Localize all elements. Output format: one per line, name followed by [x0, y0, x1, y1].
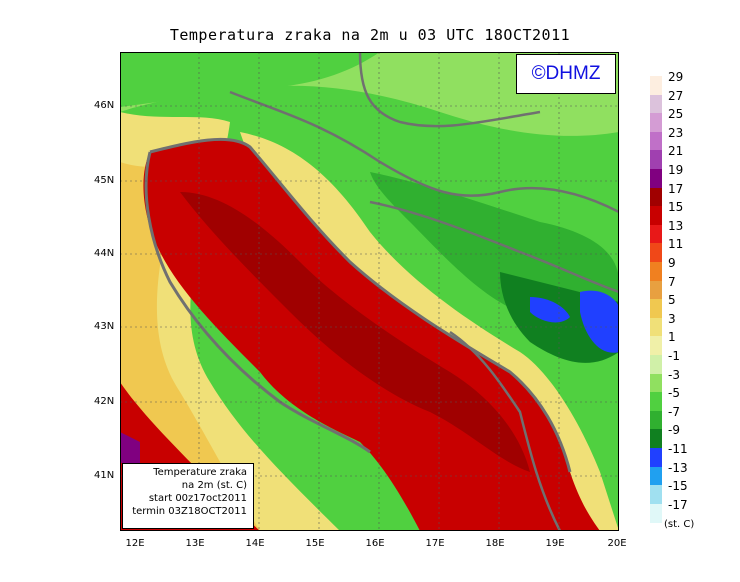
colorbar-cell: [650, 503, 662, 523]
colorbar-cell: [650, 280, 662, 300]
legend-line-4: termin 03Z18OCT2011: [132, 506, 247, 517]
lat-label-42n: 42N: [94, 396, 115, 407]
lat-label-44n: 44N: [94, 248, 115, 259]
colorbar-cell: [650, 392, 662, 412]
colorbar-tick-label: 9: [668, 256, 676, 270]
logo-text: ©DHMZ: [531, 63, 601, 84]
cold-spot-1: [530, 297, 570, 323]
map-title: Temperatura zraka na 2m u 03 UTC 18OCT20…: [169, 26, 571, 44]
colorbar-cell: [650, 373, 662, 393]
colorbar-tick-label: -17: [668, 497, 688, 512]
colorbar-unit: (st. C): [664, 519, 695, 530]
colorbar-cell: [650, 299, 662, 319]
colorbar-tick-label: 27: [668, 88, 684, 103]
colorbar-cell: [650, 76, 662, 96]
colorbar-tick-label: 19: [668, 163, 684, 177]
colorbar-tick-label: 29: [668, 70, 684, 84]
legend-line-2: na 2m (st. C): [181, 480, 247, 491]
colorbar-cell: [650, 466, 662, 486]
colorbar-tick-label: -3: [668, 367, 680, 382]
lat-label-45n: 45N: [94, 175, 115, 186]
colorbar-tick-label: 23: [668, 125, 684, 140]
legend-box: Temperature zraka na 2m (st. C) start 00…: [122, 463, 254, 529]
colorbar-cell: [650, 336, 662, 356]
colorbar-tick-label: 21: [668, 144, 684, 159]
legend-line-3: start 00z17oct2011: [148, 493, 247, 504]
colorbar-cell: [650, 150, 662, 170]
colorbar-tick-label: -13: [668, 460, 688, 475]
colorbar-tick-label: 13: [668, 218, 684, 233]
colorbar-tick-label: -5: [668, 386, 680, 401]
colorbar-tick-label: 1: [668, 330, 676, 345]
lon-label-20e: 20E: [607, 538, 627, 549]
colorbar-cell: [650, 410, 662, 430]
lon-label-15e: 15E: [305, 538, 325, 549]
colorbar-cell: [650, 94, 662, 114]
colorbar-cell: [650, 262, 662, 282]
colorbar-tick-label: -9: [668, 423, 680, 438]
dhmz-logo: ©DHMZ: [516, 54, 616, 94]
colorbar-tick-label: 17: [668, 181, 684, 196]
colorbar-cell: [650, 206, 662, 226]
lat-label-46n: 46N: [94, 100, 115, 111]
colorbar-tick-label: 7: [668, 274, 676, 289]
legend-line-1: Temperature zraka: [153, 467, 247, 478]
lon-label-19e: 19E: [545, 538, 565, 549]
colorbar-cell: [650, 187, 662, 207]
colorbar-cell: [650, 243, 662, 263]
colorbar-tick-label: -11: [668, 442, 688, 456]
lon-label-14e: 14E: [245, 538, 265, 549]
adriatic-core: [180, 192, 530, 472]
colorbar-cell: [650, 317, 662, 337]
lon-label-18e: 18E: [485, 538, 505, 549]
colorbar-cell: [650, 131, 662, 151]
colorbar-tick-label: 25: [668, 107, 684, 122]
colorbar-tick-label: 5: [668, 293, 676, 308]
colorbar-tick-label: -7: [668, 404, 680, 419]
lon-label-17e: 17E: [425, 538, 445, 549]
colorbar-tick-label: -1: [668, 349, 680, 363]
colorbar-tick-label: 15: [668, 200, 684, 215]
lon-label-16e: 16E: [365, 538, 385, 549]
colorbar-tick-label: 3: [668, 311, 676, 326]
lat-label-41n: 41N: [94, 470, 115, 481]
colorbar-tick-label: -15: [668, 479, 688, 494]
lat-label-43n: 43N: [94, 321, 115, 332]
colorbar-cell: [650, 485, 662, 505]
lon-label-12e: 12E: [125, 538, 145, 549]
temperature-map: [120, 52, 619, 531]
cold-spot-2: [580, 290, 619, 353]
colorbar-cell: [650, 113, 662, 133]
colorbar-cell: [650, 429, 662, 449]
map-grid: [120, 52, 619, 531]
lon-label-13e: 13E: [185, 538, 205, 549]
colorbar-cell: [650, 169, 662, 189]
colorbar-cell: [650, 355, 662, 375]
colorbar-cell: [650, 448, 662, 468]
colorbar-cell: [650, 224, 662, 244]
colorbar-tick-label: 11: [668, 237, 684, 252]
